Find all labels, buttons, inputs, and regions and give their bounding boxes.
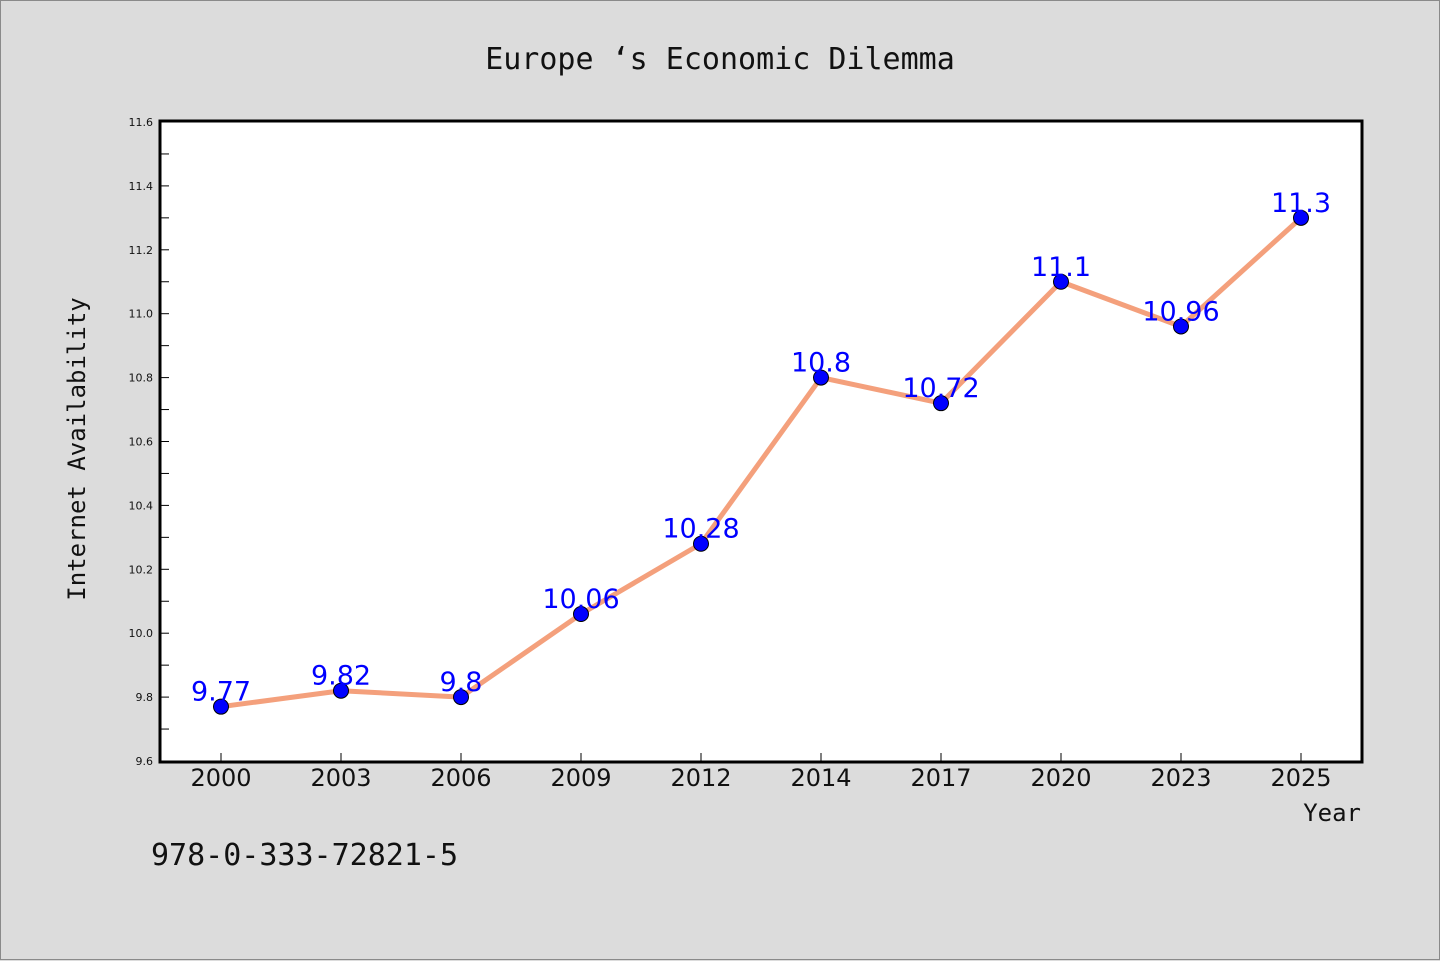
data-point[interactable] <box>453 689 469 706</box>
data-label: 10.06 <box>542 584 619 615</box>
data-label: 10.28 <box>662 514 739 545</box>
y-tick-label: 11.2 <box>129 244 154 257</box>
x-tick-label: 2009 <box>550 764 611 792</box>
x-tick-label: 2012 <box>670 764 731 792</box>
y-tick-label: 11.6 <box>129 116 154 129</box>
data-label: 11.1 <box>1031 252 1091 283</box>
data-point[interactable] <box>213 698 229 715</box>
data-point[interactable] <box>1053 273 1069 290</box>
x-tick-label: 2020 <box>1030 764 1091 792</box>
footer-code: 978-0-333-72821-5 <box>151 838 458 873</box>
y-tick-label: 10.0 <box>129 627 154 640</box>
data-point[interactable] <box>333 682 349 699</box>
y-tick-label: 10.2 <box>129 563 154 576</box>
y-tick-label: 10.6 <box>129 436 154 449</box>
series-line <box>218 215 1304 710</box>
y-tick-label: 10.4 <box>129 499 154 512</box>
y-tick-label: 11.0 <box>129 308 154 321</box>
data-label: 10.8 <box>791 348 851 379</box>
y-tick-label: 10.8 <box>129 372 154 385</box>
x-tick-label: 2025 <box>1270 764 1331 792</box>
y-axis-label: Internet Availability <box>63 297 91 600</box>
data-label: 11.3 <box>1271 188 1331 219</box>
y-axis: 9.6 9.8 10.0 10.2 10.4 10.6 10.8 11.0 11.2 11.4 11… <box>129 116 169 768</box>
x-tick-label: 2003 <box>310 764 371 792</box>
x-tick-label: 2006 <box>430 764 491 792</box>
data-point[interactable] <box>573 606 589 623</box>
data-point[interactable] <box>693 535 709 552</box>
x-axis-label: Year <box>1303 799 1361 827</box>
data-label: 9.8 <box>440 667 483 698</box>
y-tick-label: 9.6 <box>136 755 154 768</box>
data-point[interactable] <box>1293 209 1309 226</box>
data-point[interactable] <box>1173 318 1189 335</box>
y-tick-label: 9.8 <box>136 691 154 704</box>
data-point[interactable] <box>813 369 829 386</box>
data-label: 9.82 <box>311 661 371 692</box>
chart-title: Europe ‘s Economic Dilemma <box>485 42 955 77</box>
x-tick-label: 2014 <box>790 764 851 792</box>
data-point[interactable] <box>933 395 949 412</box>
y-tick-label: 11.4 <box>129 180 154 193</box>
x-tick-label: 2023 <box>1150 764 1211 792</box>
series-group: 9.77 9.82 9.8 10.06 10.28 10.8 10.72 11.1 10.96 1… <box>191 188 1331 715</box>
data-label: 10.96 <box>1142 296 1219 327</box>
x-tick-label: 2000 <box>190 764 251 792</box>
data-label: 9.77 <box>191 677 251 708</box>
plot-area <box>158 119 1364 764</box>
x-tick-label: 2017 <box>910 764 971 792</box>
x-axis: 2000 2003 2006 2009 2012 2014 2017 2020 2023 2025 <box>190 753 1332 792</box>
data-label: 10.72 <box>902 373 979 404</box>
